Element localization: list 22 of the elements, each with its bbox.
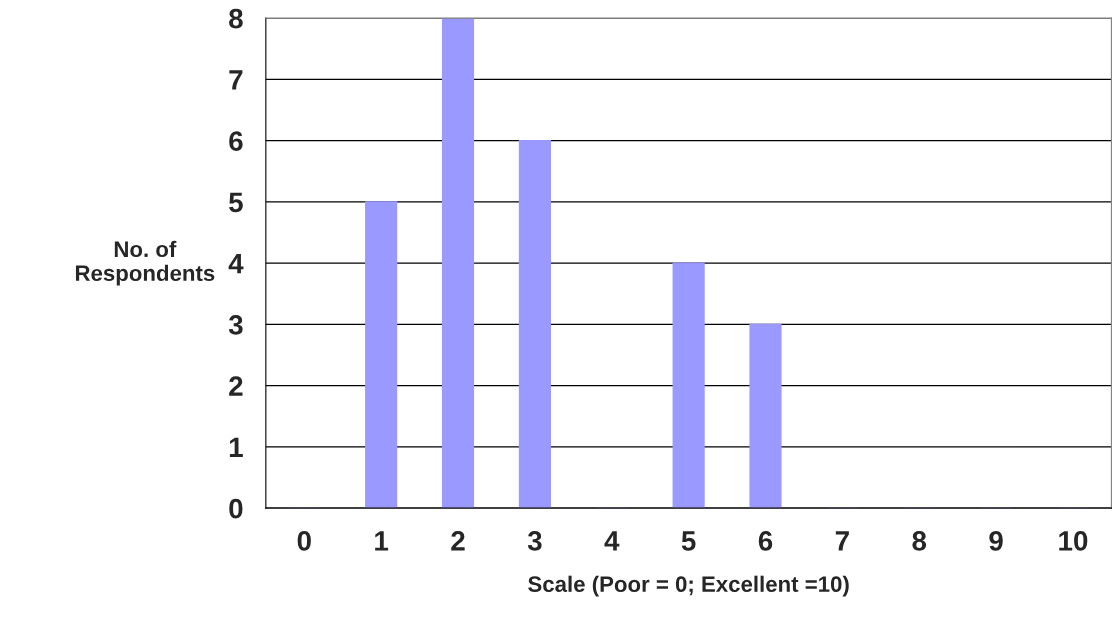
y-tick-label: 7 <box>229 70 243 90</box>
y-tick-label: 4 <box>228 254 244 274</box>
y-tick-label: 5 <box>229 192 243 213</box>
x-tick-label: 4 <box>604 531 620 551</box>
x-axis-title: Scale (Poor = 0; Excellent =10) <box>528 575 849 597</box>
y-tick-label: 2 <box>229 376 243 396</box>
x-tick-label: 9 <box>989 531 1003 551</box>
y-tick-label: 0 <box>229 498 243 519</box>
x-tick-label: 7 <box>835 531 849 551</box>
x-tick-label: 2 <box>451 531 465 551</box>
y-tick-label: 3 <box>228 315 243 335</box>
x-tick-label: 1 <box>375 531 389 551</box>
x-tick-label: 8 <box>912 531 927 551</box>
x-tick-label: 3 <box>527 531 542 551</box>
x-tick-label: 0 <box>297 531 311 551</box>
y-tick-label: 1 <box>229 437 243 457</box>
y-tick-label: 6 <box>229 131 243 151</box>
x-tick-label: 5 <box>681 531 696 551</box>
y-axis-title: No. of Respondents <box>75 240 215 286</box>
y-tick-label: 8 <box>229 8 243 29</box>
x-tick-label: 6 <box>758 531 773 551</box>
x-tick-label: 10 <box>1059 531 1088 551</box>
